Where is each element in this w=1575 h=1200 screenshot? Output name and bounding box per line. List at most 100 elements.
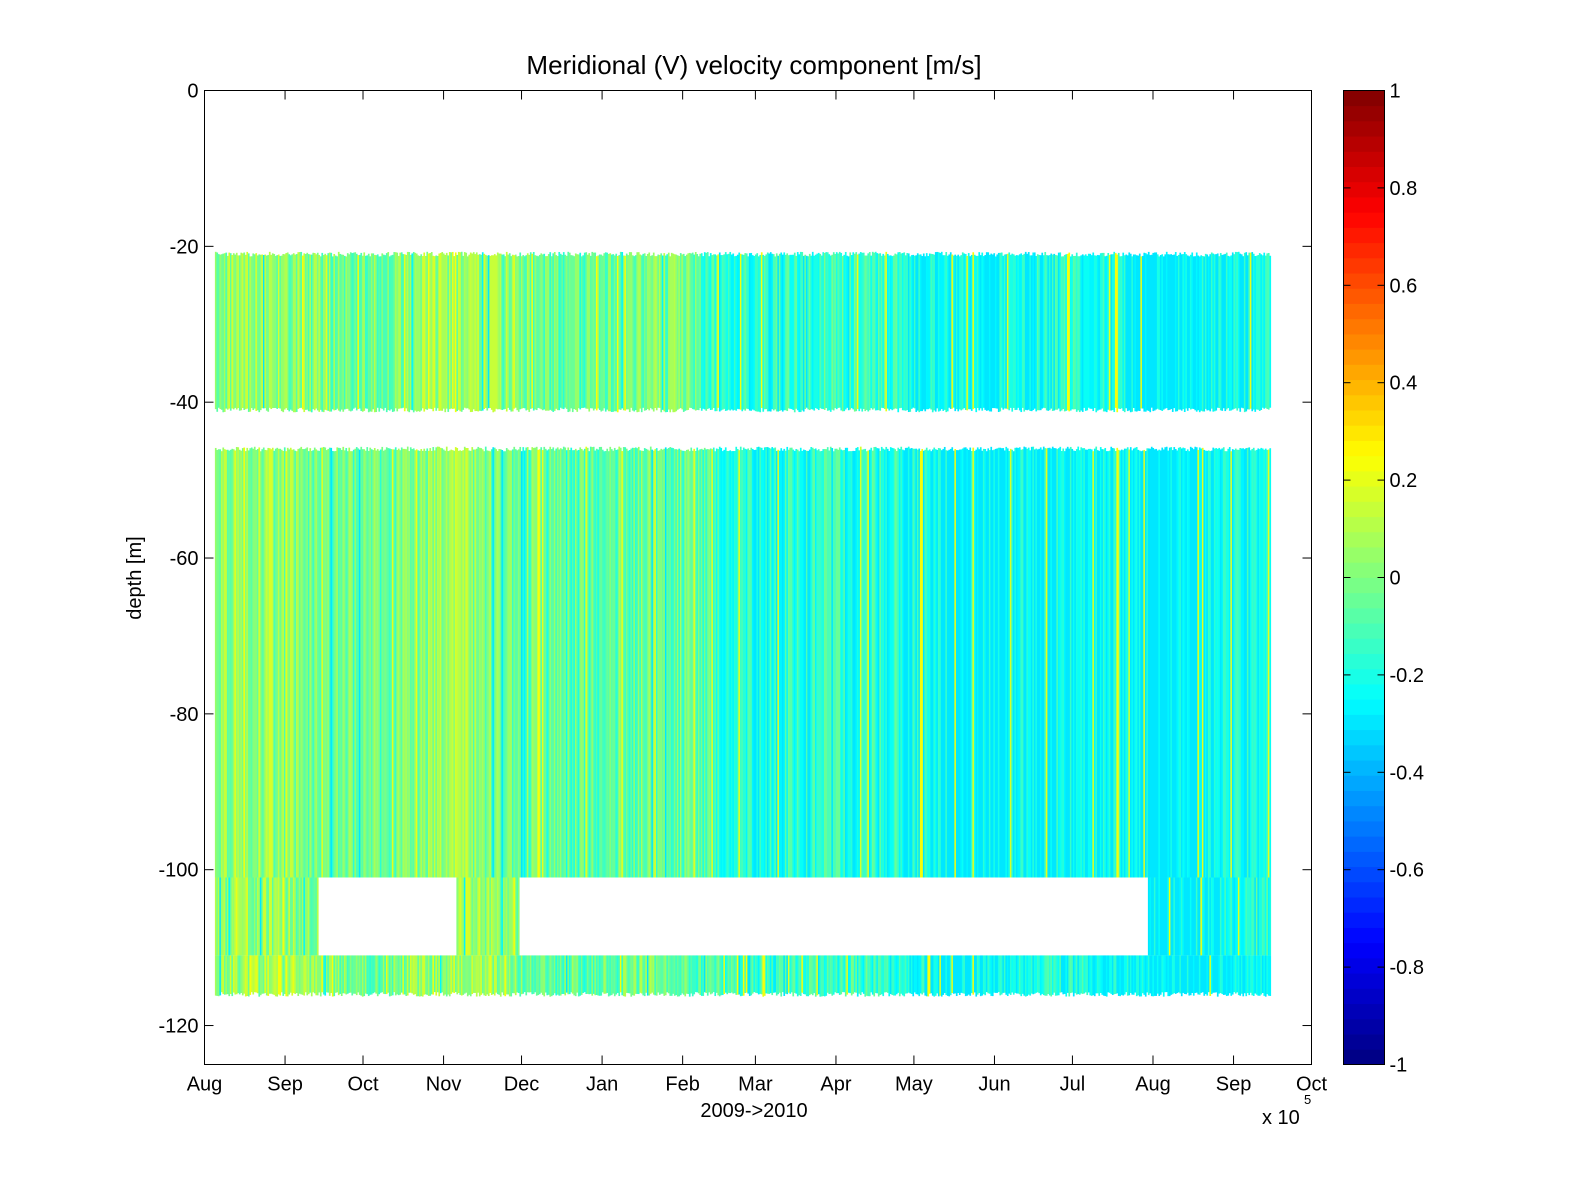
velocity-cell (1171, 877, 1174, 956)
velocity-cell (543, 955, 546, 997)
velocity-cell (1222, 955, 1225, 995)
velocity-cell (430, 252, 433, 410)
velocity-cell (718, 446, 721, 878)
velocity-cell (1051, 254, 1054, 411)
velocity-cell (807, 450, 810, 878)
velocity-cell (313, 252, 316, 411)
velocity-cell (351, 955, 354, 996)
velocity-cell (952, 450, 955, 878)
velocity-cell (936, 449, 939, 878)
velocity-cell (853, 955, 856, 993)
velocity-cell (246, 955, 249, 996)
velocity-cell (309, 877, 312, 956)
velocity-cell (1149, 877, 1152, 956)
velocity-cell (654, 449, 657, 878)
velocity-cell (898, 955, 901, 997)
velocity-cell (630, 955, 633, 997)
colorbar-level (1343, 501, 1385, 518)
velocity-cell (819, 451, 822, 878)
velocity-cell (1108, 254, 1111, 411)
velocity-cell (316, 877, 319, 956)
velocity-cell (838, 955, 841, 995)
velocity-cell (1123, 255, 1126, 413)
velocity-cell (447, 451, 450, 878)
velocity-cell (1002, 255, 1005, 410)
velocity-cell (621, 451, 624, 878)
velocity-cell (517, 256, 520, 412)
velocity-cell (430, 451, 433, 878)
velocity-cell (459, 955, 462, 995)
velocity-cell (855, 955, 858, 993)
velocity-cell (840, 252, 843, 411)
velocity-cell (391, 955, 394, 996)
velocity-cell (994, 448, 997, 878)
velocity-cell (294, 450, 297, 878)
velocity-cell (951, 447, 954, 878)
velocity-cell (864, 255, 867, 412)
velocity-cell (901, 253, 904, 411)
velocity-cell (858, 253, 861, 412)
velocity-cell (258, 877, 261, 956)
velocity-cell (438, 253, 441, 411)
velocity-cell (763, 255, 766, 410)
velocity-cell (1237, 251, 1240, 409)
velocity-cell (1257, 448, 1260, 878)
velocity-cell (714, 451, 717, 878)
velocity-cell (1216, 448, 1219, 878)
velocity-cell (994, 955, 997, 993)
velocity-cell (811, 251, 814, 410)
velocity-cell (1215, 448, 1218, 878)
velocity-cell (712, 254, 715, 408)
velocity-cell (565, 255, 568, 409)
velocity-cell (652, 955, 655, 995)
velocity-cell (1137, 255, 1140, 411)
velocity-cell (675, 449, 678, 878)
colorbar-level (1343, 775, 1385, 791)
velocity-cell (657, 955, 660, 993)
velocity-cell (900, 955, 903, 994)
velocity-cell (1030, 255, 1033, 412)
velocity-cell (1078, 955, 1081, 995)
velocity-cell (448, 450, 451, 878)
velocity-cell (294, 254, 297, 413)
velocity-cell (1149, 448, 1152, 878)
velocity-cell (1195, 955, 1198, 993)
velocity-cell (930, 451, 933, 878)
velocity-cell (1209, 955, 1212, 996)
velocity-cell (292, 253, 295, 413)
velocity-cell (681, 955, 684, 994)
velocity-cell (1207, 877, 1210, 956)
velocity-cell (1132, 955, 1135, 995)
velocity-cell (1153, 449, 1156, 878)
velocity-cell (370, 449, 373, 878)
velocity-cell (417, 450, 420, 878)
velocity-cell (312, 877, 315, 956)
velocity-cell (730, 451, 733, 878)
velocity-cell (232, 449, 235, 878)
velocity-cell (1089, 955, 1092, 996)
velocity-cell (1110, 254, 1113, 411)
velocity-cell (501, 254, 504, 411)
velocity-cell (1218, 955, 1221, 994)
colorbar-level (1343, 227, 1385, 244)
velocity-cell (991, 450, 994, 878)
velocity-cell (813, 955, 816, 994)
velocity-cell (283, 877, 286, 956)
velocity-cell (1194, 256, 1197, 411)
velocity-cell (402, 955, 405, 995)
velocity-cell (642, 253, 645, 408)
velocity-cell (526, 447, 529, 878)
velocity-cell (267, 877, 270, 956)
velocity-cell (1092, 451, 1095, 878)
velocity-cell (262, 447, 265, 878)
velocity-cell (349, 252, 352, 412)
velocity-cell (1173, 254, 1176, 409)
velocity-cell (397, 448, 400, 878)
velocity-cell (375, 255, 378, 413)
velocity-cell (298, 252, 301, 409)
velocity-cell (268, 955, 271, 994)
velocity-cell (486, 450, 489, 878)
velocity-cell (1113, 251, 1116, 413)
velocity-cell (1062, 955, 1065, 995)
velocity-cell (1159, 877, 1162, 956)
